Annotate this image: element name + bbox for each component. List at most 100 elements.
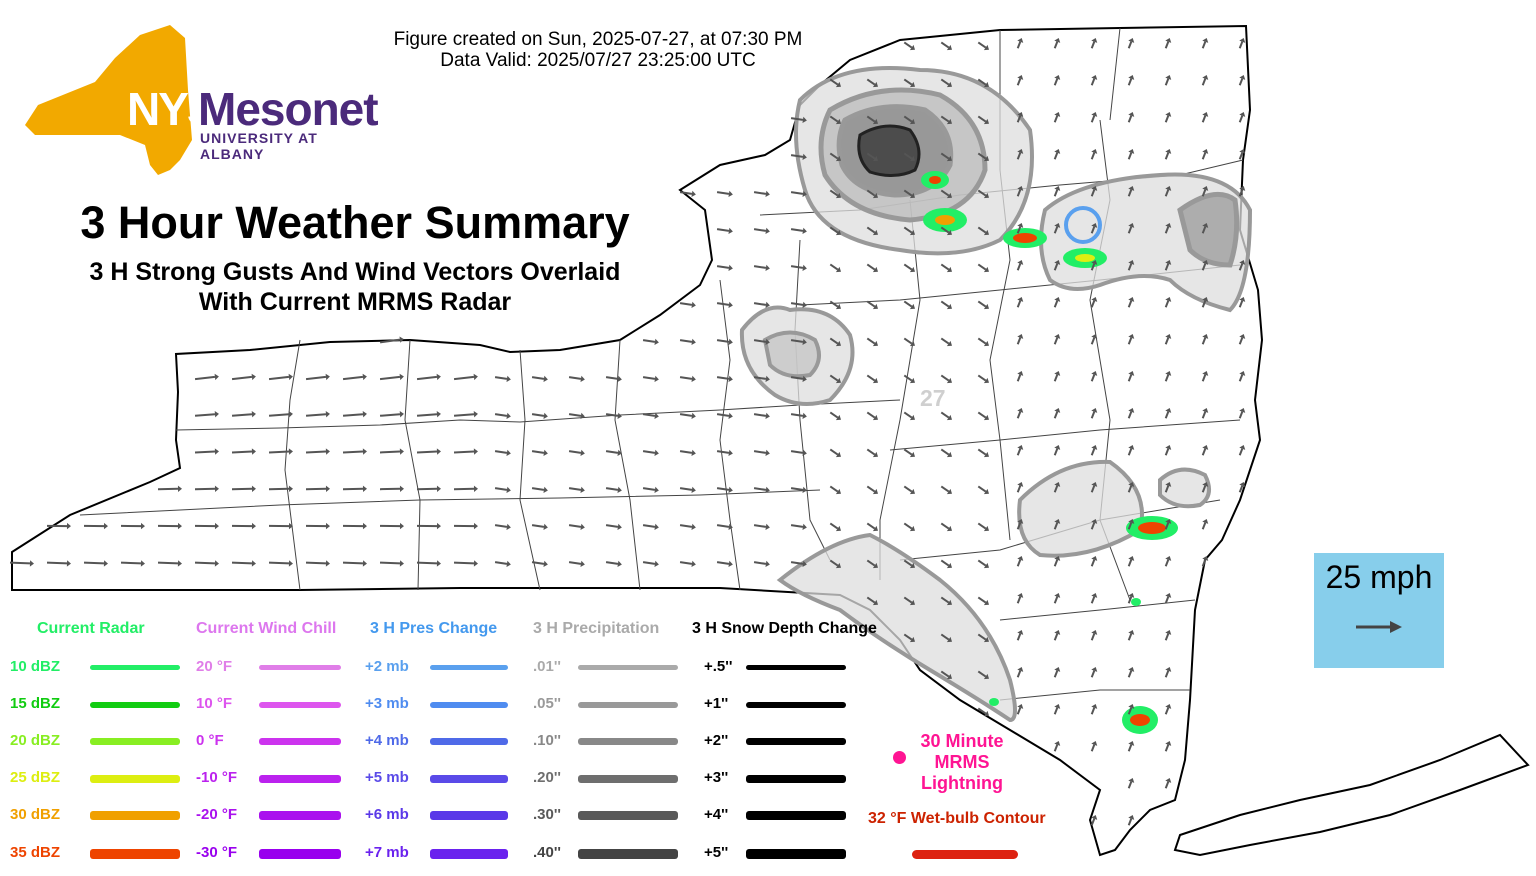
wind-vector-arrow [940, 41, 950, 49]
wind-vector-arrow [903, 559, 913, 567]
wind-vector-arrow [679, 450, 693, 454]
wind-vector-head [1128, 371, 1135, 376]
wind-vector-head [946, 525, 953, 532]
wind-vector-head [1054, 260, 1061, 265]
wind-vector-arrow [1053, 337, 1059, 345]
wind-vector-head [1128, 445, 1135, 450]
wind-vector-head [1054, 371, 1061, 376]
legend-label-precip: .40'' [533, 844, 561, 861]
wind-vector-head [506, 486, 511, 494]
wind-vector-head [946, 673, 953, 680]
wind-vector-head [1239, 38, 1246, 43]
wind-vector-head [617, 412, 622, 420]
wind-vector-arrow [716, 228, 730, 232]
wind-vector-arrow [866, 263, 876, 271]
legend-bar-precip [578, 775, 678, 783]
wind-vector-head [1054, 223, 1061, 228]
wind-vector-arrow [903, 115, 913, 123]
wind-vector-arrow [1164, 263, 1170, 271]
wind-vector-arrow [829, 115, 839, 123]
wind-vector-head [872, 562, 879, 569]
wind-vector-head [506, 375, 511, 383]
wind-vector-arrow [642, 487, 656, 491]
wind-vector-head [1128, 741, 1135, 746]
wind-vector-head [1017, 408, 1024, 413]
wind-vector-head [1091, 260, 1098, 265]
wind-vector-arrow [1053, 633, 1059, 641]
legend-label-pres: +3 mb [365, 695, 409, 712]
wind-vector-head [580, 449, 585, 457]
wind-vector-head [983, 451, 990, 458]
wind-vector-arrow [1016, 485, 1022, 493]
wind-vector-head [1128, 75, 1135, 80]
wind-vector-arrow [866, 189, 876, 197]
wind-vector-head [399, 560, 404, 567]
wind-vector-head [580, 375, 585, 383]
wind-vector-head [399, 411, 404, 418]
wind-vector-arrow [453, 375, 475, 381]
wind-vector-arrow [1201, 78, 1207, 86]
wind-vector-head [103, 522, 108, 530]
wind-vector-head [765, 301, 770, 309]
wind-vector-head [617, 523, 622, 531]
legend-label-radar: 30 dBZ [10, 806, 61, 823]
wind-vector-head [835, 340, 842, 347]
wind-vector-head [1165, 408, 1172, 413]
wind-vector-arrow [531, 376, 545, 380]
wind-vector-arrow [1053, 522, 1059, 530]
wind-vector-head [909, 118, 916, 125]
wind-vector-head [1017, 297, 1024, 302]
wind-vector-head [1017, 260, 1024, 265]
wind-vector-head [728, 412, 733, 420]
legend-label-snow: +5'' [704, 844, 729, 861]
wind-vector-arrow [1127, 596, 1133, 604]
wind-vector-arrow [1127, 300, 1133, 308]
wind-vector-head [983, 673, 990, 680]
wind-vector-arrow [753, 561, 767, 565]
wind-vector-head [1165, 149, 1172, 154]
wind-vector-arrow [829, 337, 839, 345]
wind-vector-arrow [977, 189, 987, 197]
wind-vector-arrow [1164, 152, 1170, 160]
wind-vector-head [802, 560, 807, 568]
wind-vector-arrow [605, 487, 619, 491]
wind-vector-head [1091, 815, 1098, 820]
wind-vector-head [1054, 75, 1061, 80]
wind-vector-head [436, 411, 441, 418]
wind-vector-head [1017, 371, 1024, 376]
legend-bar-radar [90, 738, 180, 745]
wind-vector-arrow [1127, 374, 1133, 382]
wind-vector-arrow [1201, 485, 1207, 493]
wind-vector-head [983, 488, 990, 495]
wind-vector-arrow [1127, 448, 1133, 456]
wind-vector-arrow [829, 226, 839, 234]
legend-bar-pres [430, 811, 508, 820]
wind-vector-head [1165, 704, 1172, 709]
legend-label-pres: +2 mb [365, 658, 409, 675]
wind-vector-arrow [903, 263, 913, 271]
wind-vector-head [1202, 38, 1209, 43]
wind-vector-arrow [1238, 78, 1244, 86]
wind-vector-head [765, 523, 770, 531]
wind-vector-head [835, 266, 842, 273]
wind-vector-head [872, 266, 879, 273]
wind-vector-arrow [305, 375, 327, 381]
wind-vector-arrow [1201, 300, 1207, 308]
wind-vector-arrow [829, 448, 839, 456]
wind-vector-arrow [642, 524, 656, 528]
wind-vector-head [1091, 186, 1098, 191]
wind-vector-arrow [790, 339, 804, 343]
wind-vector-arrow [903, 300, 913, 308]
wind-vector-arrow [1127, 522, 1133, 530]
wind-vector-arrow [194, 561, 216, 565]
wind-vector-arrow [1053, 78, 1059, 86]
wind-vector-head [362, 485, 367, 493]
wind-vector-head [872, 377, 879, 384]
wind-vector-head [946, 636, 953, 643]
wind-vector-arrow [1201, 115, 1207, 123]
wind-vector-head [1054, 741, 1061, 746]
wind-vector-arrow [866, 485, 876, 493]
wind-vector-head [946, 599, 953, 606]
wind-vector-head [765, 560, 770, 568]
legend-label-radar: 35 dBZ [10, 844, 61, 861]
